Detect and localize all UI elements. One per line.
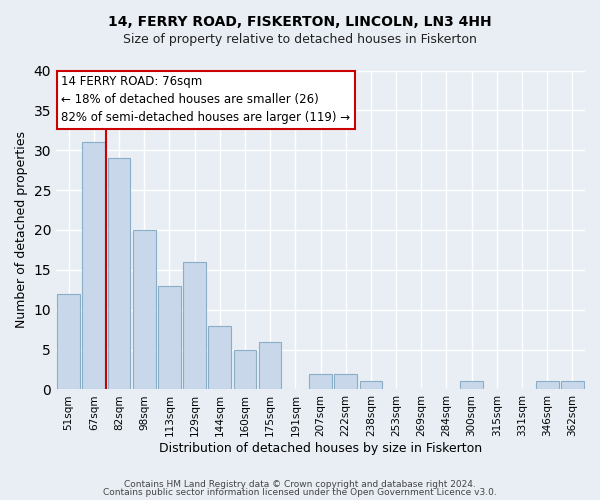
Bar [536, 382, 559, 390]
Bar [183, 262, 206, 390]
Text: Contains HM Land Registry data © Crown copyright and database right 2024.: Contains HM Land Registry data © Crown c… [124, 480, 476, 489]
Bar [133, 230, 155, 390]
Bar [561, 382, 584, 390]
Bar [58, 294, 80, 390]
Bar [208, 326, 231, 390]
Bar [158, 286, 181, 390]
Bar [259, 342, 281, 390]
Bar [359, 382, 382, 390]
Bar [107, 158, 130, 390]
Bar [460, 382, 483, 390]
Text: Contains public sector information licensed under the Open Government Licence v3: Contains public sector information licen… [103, 488, 497, 497]
Text: 14, FERRY ROAD, FISKERTON, LINCOLN, LN3 4HH: 14, FERRY ROAD, FISKERTON, LINCOLN, LN3 … [108, 15, 492, 29]
Bar [233, 350, 256, 390]
Text: Size of property relative to detached houses in Fiskerton: Size of property relative to detached ho… [123, 32, 477, 46]
Bar [309, 374, 332, 390]
Text: 14 FERRY ROAD: 76sqm
← 18% of detached houses are smaller (26)
82% of semi-detac: 14 FERRY ROAD: 76sqm ← 18% of detached h… [61, 76, 350, 124]
Bar [334, 374, 357, 390]
Bar [82, 142, 105, 390]
Y-axis label: Number of detached properties: Number of detached properties [15, 132, 28, 328]
X-axis label: Distribution of detached houses by size in Fiskerton: Distribution of detached houses by size … [159, 442, 482, 455]
